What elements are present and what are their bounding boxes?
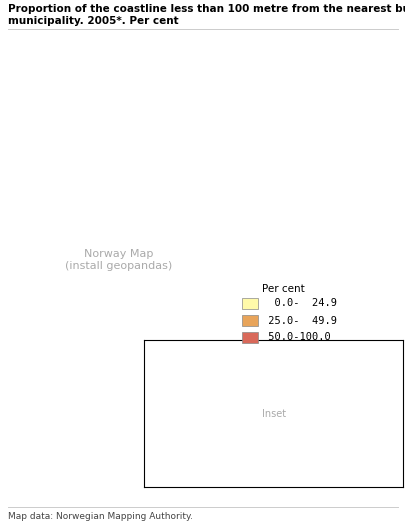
Bar bbox=[241, 332, 257, 343]
Text: municipality. 2005*. Per cent: municipality. 2005*. Per cent bbox=[8, 16, 178, 26]
Text: Norway Map
(install geopandas): Norway Map (install geopandas) bbox=[65, 249, 172, 270]
Text: 0.0-  24.9: 0.0- 24.9 bbox=[261, 299, 336, 308]
Text: Inset: Inset bbox=[261, 408, 285, 419]
Text: 50.0-100.0: 50.0-100.0 bbox=[261, 332, 330, 342]
Bar bbox=[241, 315, 257, 326]
Bar bbox=[241, 298, 257, 309]
Text: Proportion of the coastline less than 100 metre from the nearest building, by: Proportion of the coastline less than 10… bbox=[8, 4, 405, 14]
Text: Map data: Norwegian Mapping Authority.: Map data: Norwegian Mapping Authority. bbox=[8, 512, 192, 521]
Text: Per cent: Per cent bbox=[261, 284, 304, 294]
Text: 25.0-  49.9: 25.0- 49.9 bbox=[261, 316, 336, 326]
